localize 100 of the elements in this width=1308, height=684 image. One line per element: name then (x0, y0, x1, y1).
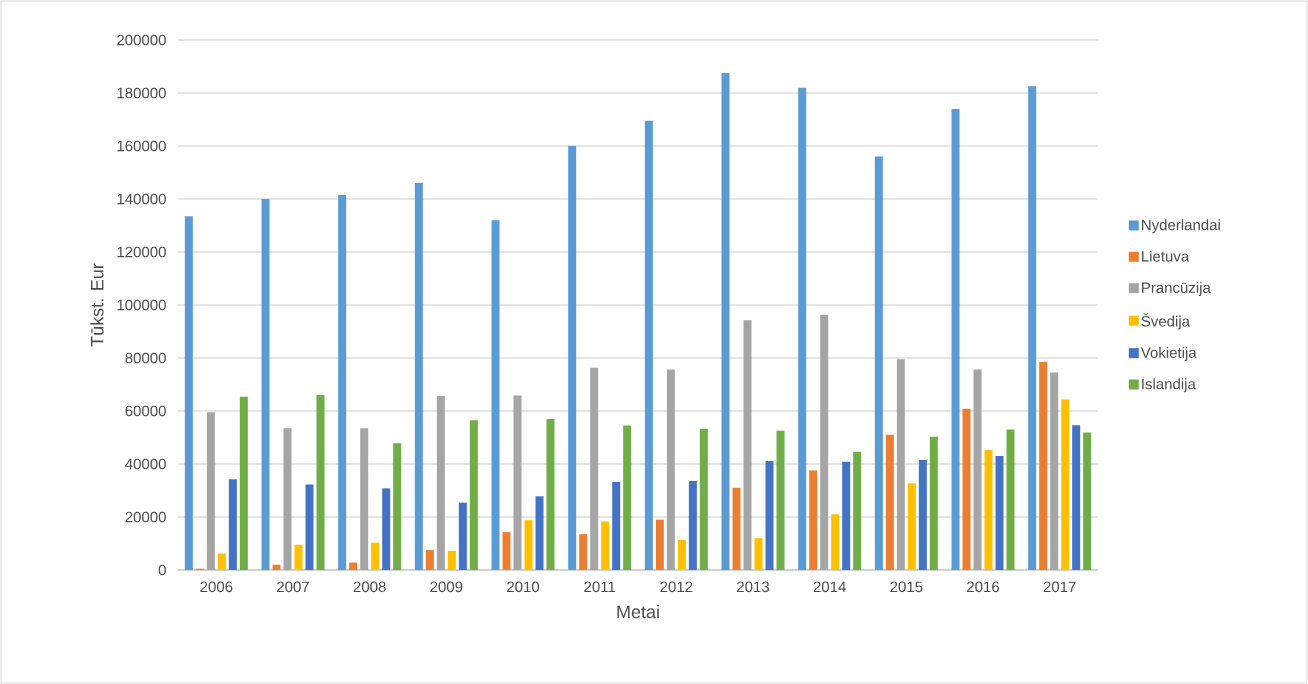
bar (874, 156, 883, 570)
x-tick-label: 2014 (813, 581, 846, 593)
bar (305, 484, 314, 570)
bar (699, 428, 708, 570)
bar (447, 550, 456, 570)
bar (393, 443, 402, 570)
bar (382, 488, 391, 570)
x-tick-label: 2008 (353, 581, 386, 593)
x-tick-label: 2015 (890, 581, 923, 593)
bar (918, 460, 927, 570)
y-tick-label: 200000 (117, 34, 166, 46)
x-tick-label: 2016 (967, 581, 1000, 593)
x-axis-title: Metai (617, 605, 659, 619)
legend-label: Švedija (1141, 313, 1190, 330)
bar (1028, 86, 1037, 570)
legend-label: Lietuva (1142, 250, 1190, 262)
bar (765, 461, 774, 570)
bar (896, 359, 905, 570)
bar (228, 479, 237, 570)
bar (1006, 429, 1015, 570)
bar (885, 434, 894, 570)
y-tick-label: 60000 (125, 405, 166, 417)
y-tick-label: 0 (158, 564, 166, 576)
bar (798, 87, 807, 570)
x-tick-label: 2007 (277, 581, 309, 593)
bar (316, 395, 325, 570)
bar (1061, 399, 1070, 570)
bar (469, 420, 478, 570)
legend-label: Vokietija (1140, 346, 1197, 361)
bar (666, 369, 675, 570)
bar (338, 195, 347, 570)
legend-label: Nyderlandai (1142, 219, 1220, 234)
bar (732, 487, 741, 570)
bar (491, 220, 500, 570)
bar (831, 514, 840, 570)
bar (568, 145, 577, 570)
bar (721, 73, 730, 570)
bar (984, 449, 993, 570)
x-tick-label: 2012 (660, 581, 693, 593)
bar (688, 480, 697, 570)
bar (524, 520, 533, 570)
bar (743, 320, 752, 570)
bar (776, 430, 785, 570)
x-tick-label: 2006 (200, 581, 233, 593)
bar (973, 369, 982, 570)
bar (283, 428, 292, 570)
y-tick-label: 80000 (125, 352, 166, 364)
bar (349, 562, 358, 570)
x-tick-label: 2013 (737, 581, 770, 593)
bar (414, 183, 423, 570)
bar (1039, 361, 1048, 570)
bar (655, 519, 664, 570)
y-tick-label: 100000 (117, 299, 166, 311)
x-tick-label: 2009 (430, 581, 463, 593)
bar (425, 550, 434, 570)
y-tick-label: 160000 (117, 140, 166, 152)
bar (217, 553, 226, 570)
bar (951, 108, 960, 570)
bar (261, 198, 270, 570)
bar (513, 395, 522, 570)
bar (962, 408, 971, 570)
bar (206, 412, 215, 570)
bar (371, 542, 380, 570)
bar (820, 314, 829, 570)
y-tick-label: 180000 (117, 87, 166, 99)
bar (754, 538, 763, 570)
bar (929, 436, 938, 570)
bar (436, 395, 445, 570)
bar (995, 456, 1004, 570)
bar (184, 216, 193, 570)
bar (853, 451, 862, 570)
y-tick-label: 140000 (117, 193, 166, 205)
bar (644, 120, 653, 570)
bar (502, 532, 511, 570)
x-tick-label: 2010 (507, 581, 540, 593)
bar (842, 461, 851, 570)
x-tick-label: 2017 (1043, 581, 1076, 593)
bar (294, 544, 303, 570)
y-axis-title: Tūkst. Eur (90, 263, 104, 347)
bar (239, 396, 248, 570)
bar (546, 418, 555, 570)
bar (623, 425, 632, 570)
bar (590, 367, 599, 570)
bar (1050, 372, 1059, 570)
bar (272, 564, 281, 570)
bar (579, 534, 588, 570)
legend-label: Islandija (1142, 378, 1196, 393)
legend-label: Prancūzija (1142, 282, 1211, 296)
y-tick-label: 20000 (125, 511, 166, 523)
bar (601, 521, 610, 570)
bar (1083, 432, 1092, 570)
bar (535, 496, 544, 570)
bar (677, 540, 686, 570)
bar (809, 470, 818, 570)
bar (360, 428, 369, 570)
x-tick-label: 2011 (584, 581, 616, 593)
bar (612, 482, 621, 570)
y-tick-label: 120000 (117, 246, 166, 258)
y-tick-label: 40000 (125, 458, 166, 470)
bar (1072, 425, 1081, 570)
